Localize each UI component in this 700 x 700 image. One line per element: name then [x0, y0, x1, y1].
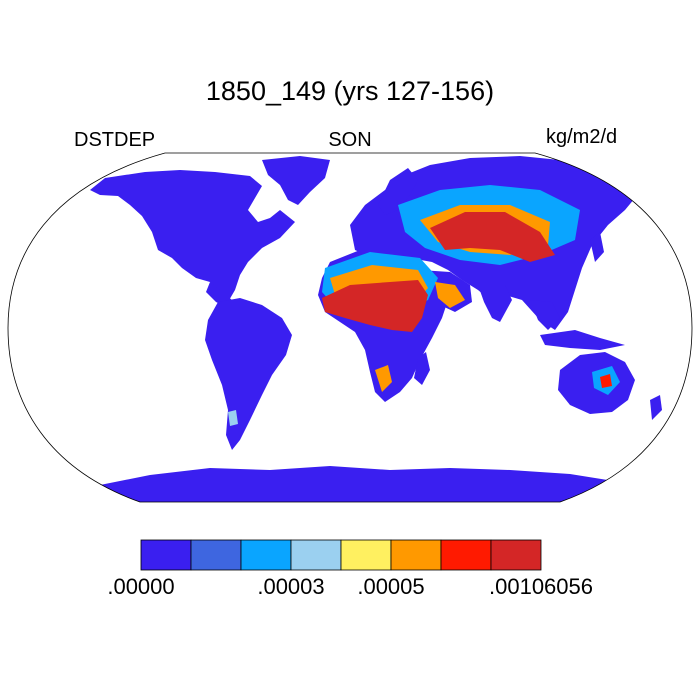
landmass-north-america	[90, 170, 295, 302]
colorbar-tick-label: .00003	[257, 574, 325, 599]
landmass-indonesia	[540, 330, 625, 350]
landmass-antarctica	[60, 466, 650, 502]
colorbar-swatch-3	[240, 539, 292, 571]
map-title: 1850_149 (yrs 127-156)	[205, 76, 495, 106]
dust-australia-core	[600, 374, 612, 388]
dust-arabia	[435, 282, 465, 308]
dust-patagonia	[228, 410, 238, 426]
colorbar-tick-label: .00005	[357, 574, 425, 599]
landmass-southeast-asia	[530, 300, 560, 330]
units-label: kg/m2/d	[546, 126, 618, 148]
colorbar-swatch-5	[340, 539, 392, 571]
landmass-scandinavia	[378, 168, 418, 215]
landmass-new-zealand	[650, 395, 662, 420]
colorbar	[140, 539, 542, 571]
variable-label: DSTDEP	[74, 129, 156, 151]
colorbar-swatch-7	[440, 539, 492, 571]
dust-sahara-core	[322, 280, 428, 332]
colorbar-swatch-6	[390, 539, 442, 571]
colorbar-tick-label: .00000	[107, 574, 175, 599]
landmass-japan	[590, 232, 604, 262]
colorbar-swatch-4	[290, 539, 342, 571]
colorbar-swatch-8	[490, 539, 542, 571]
season-label: SON	[328, 129, 372, 151]
map-outline	[7, 152, 693, 503]
landmass-south-america	[205, 298, 292, 450]
colorbar-tick-label: .00106056	[489, 574, 593, 599]
landmass-madagascar	[414, 352, 430, 385]
colorbar-swatch-1	[140, 539, 192, 571]
colorbar-swatch-2	[190, 539, 242, 571]
dust-southern-africa	[375, 365, 392, 392]
landmass-india	[478, 285, 512, 322]
dust-asia-core	[430, 212, 555, 262]
landmass-greenland	[262, 156, 330, 205]
